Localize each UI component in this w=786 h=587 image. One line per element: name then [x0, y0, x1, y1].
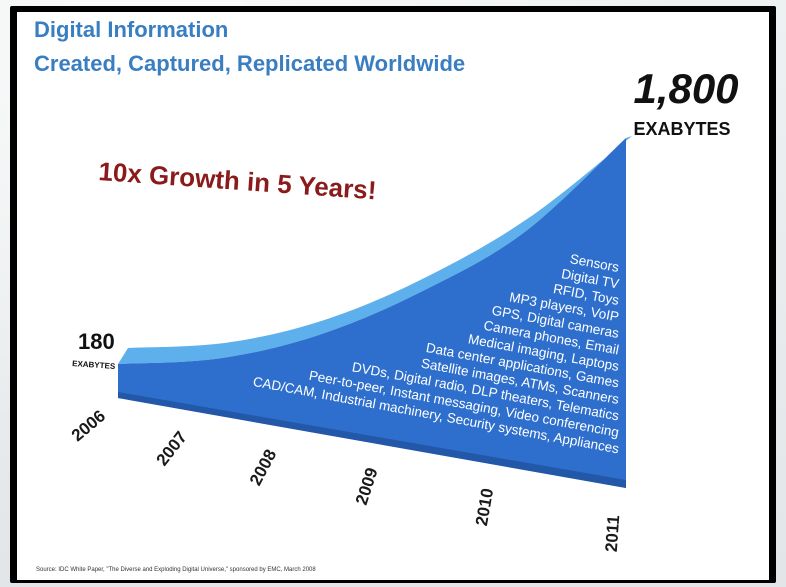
x-tick-label: 2009 — [352, 465, 382, 507]
x-tick-label: 2008 — [246, 446, 281, 488]
area-bottom-strip — [118, 392, 626, 488]
start-value: 180 — [78, 329, 115, 354]
end-value: 1,800 — [633, 65, 738, 112]
area-layer — [117, 136, 632, 488]
x-tick-label: 2006 — [68, 406, 109, 445]
area-front-face — [118, 138, 626, 488]
x-tick-label: 2011 — [602, 515, 624, 553]
chart-subtitle: Created, Captured, Replicated Worldwide — [34, 51, 466, 76]
x-tick-label: 2010 — [472, 487, 497, 528]
start-value-label: 180 EXABYTES — [72, 329, 116, 371]
start-unit: EXABYTES — [72, 359, 116, 371]
headline: 10x Growth in 5 Years! — [98, 156, 378, 205]
end-value-label: 1,800 EXABYTES — [633, 65, 738, 139]
source-note: Source: IDC White Paper, "The Diverse an… — [36, 567, 316, 573]
chart-title: Digital Information — [34, 17, 229, 42]
end-unit: EXABYTES — [633, 119, 730, 139]
x-tick-label: 2007 — [153, 428, 191, 470]
